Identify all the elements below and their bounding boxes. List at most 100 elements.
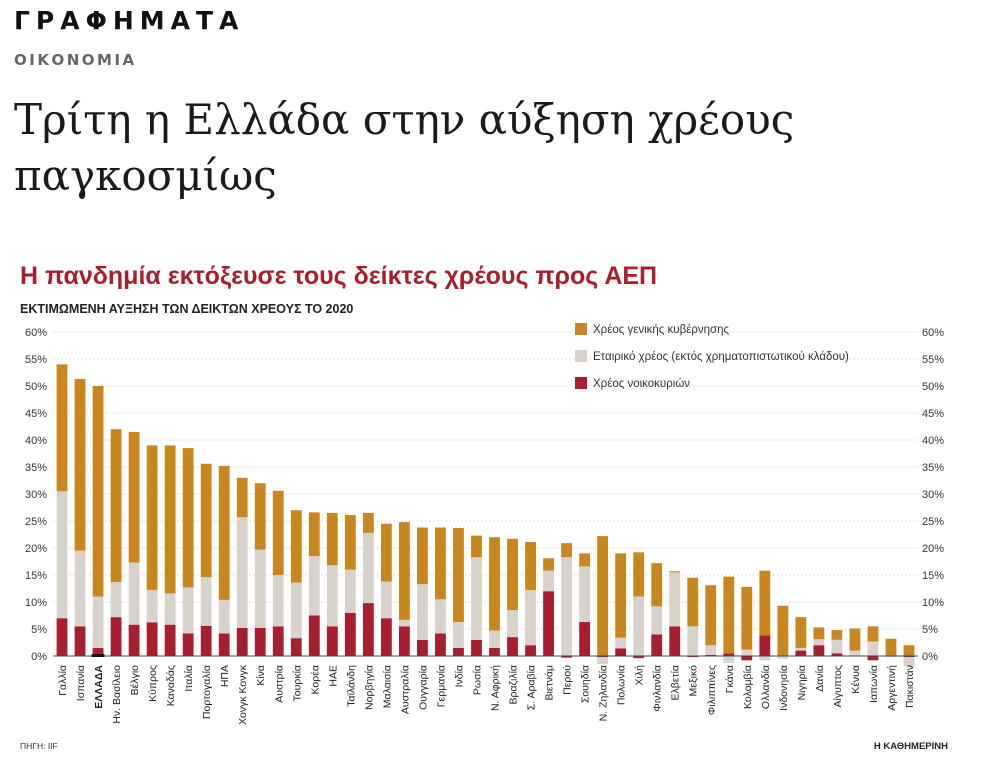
bar-segment bbox=[723, 576, 735, 654]
x-tick-label: Δανία bbox=[814, 665, 826, 692]
legend-label: Χρέος νοικοκυριών bbox=[593, 378, 690, 390]
bar-segment bbox=[669, 626, 681, 656]
x-tick-label: Κορέα bbox=[309, 665, 321, 694]
x-tick-label: Νορβηγία bbox=[363, 665, 375, 710]
x-tick-label: Ουγγαρία bbox=[417, 665, 429, 710]
y-tick-right: 5% bbox=[922, 624, 938, 636]
x-tick-label: Αυστρία bbox=[273, 665, 285, 703]
bar-segment bbox=[218, 633, 230, 656]
chart-credit: Η ΚΑΘΗΜΕΡΙΝΗ bbox=[874, 741, 948, 752]
bar-segment bbox=[633, 656, 645, 659]
x-tick-label: Φιλιππίνες bbox=[706, 665, 718, 715]
bar-segment bbox=[543, 591, 554, 656]
y-tick-right: 15% bbox=[922, 570, 944, 582]
x-tick-label: ΕΛΛΑΔΑ bbox=[93, 665, 105, 709]
y-tick-right: 40% bbox=[922, 435, 944, 447]
y-tick-right: 50% bbox=[922, 381, 944, 393]
y-tick-right: 60% bbox=[922, 327, 944, 339]
bar-segment bbox=[380, 618, 392, 656]
bar-segment bbox=[254, 483, 266, 550]
chart-figure: Η πανδημία εκτόξευσε τους δείκτες χρέους… bbox=[0, 240, 983, 771]
bar-segment bbox=[489, 537, 500, 631]
bar-segment bbox=[56, 491, 68, 619]
bar-segment bbox=[164, 593, 176, 625]
bar-segment bbox=[74, 378, 86, 551]
bar-segment bbox=[236, 517, 248, 628]
bar-segment bbox=[831, 653, 843, 656]
bar-segment bbox=[597, 536, 609, 656]
bar-segment bbox=[615, 648, 627, 656]
bar-segment bbox=[543, 558, 554, 571]
y-tick-right: 45% bbox=[922, 408, 944, 420]
category-labels: Γαλλία Ισπανία ΕΛΛΑΔΑ Ην. Βασίλειο Βέλγιο Κύπ… bbox=[57, 654, 916, 725]
highlight-marker bbox=[91, 654, 105, 657]
x-tick-label: Ην. Βασίλειο bbox=[111, 665, 123, 724]
x-tick-label: Βραζιλία bbox=[508, 665, 520, 704]
bar-segment bbox=[272, 575, 284, 627]
x-tick-label: Ολλανδία bbox=[760, 665, 772, 709]
bar-segment bbox=[417, 584, 428, 640]
bar-segment bbox=[741, 656, 753, 661]
legend-swatch bbox=[575, 350, 587, 362]
section-title[interactable]: ΓΡΑΦΗΜΑΤΑ bbox=[14, 6, 245, 35]
bar-segment bbox=[272, 490, 284, 575]
bar-segment bbox=[146, 622, 158, 656]
x-tick-label: Τουρκία bbox=[291, 665, 303, 701]
legend-label: Χρέος γενικής κυβέρνησης bbox=[593, 324, 729, 336]
x-tick-label: Ισπανία bbox=[75, 665, 87, 701]
x-tick-label: Φινλανδία bbox=[652, 665, 664, 712]
category-label[interactable]: ΟΙΚΟΝΟΜΙΑ bbox=[14, 51, 137, 69]
x-tick-label: Ταϊλάνδη bbox=[345, 665, 357, 707]
bar-segment bbox=[885, 638, 897, 656]
y-tick-left: 55% bbox=[25, 354, 47, 366]
bar-segment bbox=[74, 550, 86, 627]
bar-segment bbox=[56, 618, 68, 656]
legend: Χρέος γενικής κυβέρνησης Εταιρικό χρέος (… bbox=[575, 323, 849, 390]
x-tick-label: Καναδάς bbox=[165, 665, 177, 706]
y-tick-left: 60% bbox=[25, 327, 47, 339]
bar-segment bbox=[254, 627, 266, 656]
bar-segment bbox=[453, 621, 464, 648]
bar-segment bbox=[795, 617, 807, 648]
bar-segment bbox=[182, 448, 194, 588]
bar-segment bbox=[362, 532, 374, 604]
bar-segment bbox=[399, 619, 410, 627]
bar-segment bbox=[380, 523, 392, 582]
bar-segment bbox=[849, 650, 861, 656]
bar-segment bbox=[164, 624, 176, 656]
bar-segment bbox=[885, 656, 897, 658]
bar-segment bbox=[561, 557, 572, 656]
bar-segment bbox=[218, 465, 230, 600]
bar-segment bbox=[236, 477, 248, 518]
bar-segment bbox=[579, 621, 591, 656]
bar-segment bbox=[525, 542, 536, 591]
bar-segment bbox=[561, 543, 572, 558]
x-tick-label: Χιλή bbox=[634, 665, 646, 686]
bar-segment bbox=[218, 599, 230, 634]
bar-segment bbox=[489, 647, 500, 656]
bar-segment bbox=[633, 552, 645, 597]
x-tick-label: Περού bbox=[562, 665, 574, 695]
x-tick-label: ΗΠΑ bbox=[219, 665, 231, 687]
bar-segment bbox=[813, 627, 825, 640]
bar-segment bbox=[146, 590, 158, 623]
bar-segment bbox=[813, 639, 825, 646]
bar-segment bbox=[56, 364, 68, 492]
bar-segment bbox=[435, 599, 446, 634]
x-tick-label: Κολομβία bbox=[742, 665, 754, 709]
x-tick-label: Κένυα bbox=[850, 665, 862, 694]
bar-segment bbox=[272, 626, 284, 656]
bar-segment bbox=[867, 656, 879, 661]
bar-segment bbox=[362, 512, 374, 533]
y-tick-left: 10% bbox=[25, 597, 47, 609]
x-tick-label: Πορτογαλία bbox=[201, 665, 213, 719]
bar-segment bbox=[236, 627, 248, 656]
x-tick-label: Ν. Ζηλανδία bbox=[598, 665, 610, 721]
y-tick-left: 40% bbox=[25, 435, 47, 447]
x-tick-label: Πακιστάν bbox=[904, 665, 916, 708]
bar-segment bbox=[200, 463, 212, 578]
x-tick-label: Ινδονησία bbox=[778, 665, 790, 711]
bar-segment bbox=[290, 638, 302, 656]
bar-segment bbox=[399, 522, 410, 620]
bar-segment bbox=[435, 527, 446, 600]
